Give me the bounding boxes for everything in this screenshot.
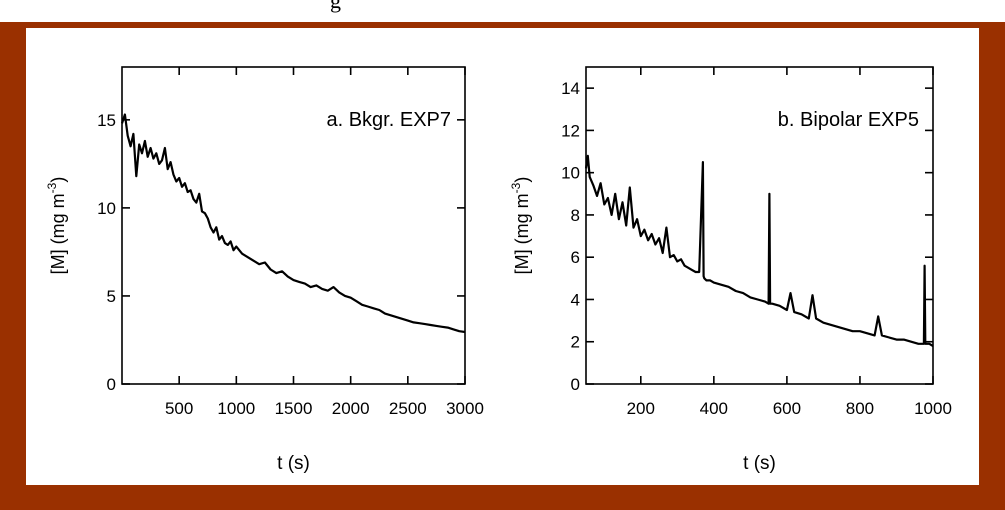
x-tick-label: 500: [165, 399, 193, 418]
plot-frame: [585, 66, 934, 385]
y-tick-label: 12: [561, 121, 580, 140]
chart-title: b. Bipolar EXP5: [778, 109, 919, 131]
chart-2: 200 400 600 800 1000 0 2 4 6 8 10 12 14 b. Bipolar EX…: [509, 66, 952, 474]
x-tick-label: 200: [627, 399, 655, 418]
y-tick-label: 5: [107, 287, 116, 306]
top-strip: g: [0, 0, 1005, 22]
y-tick-label: 2: [571, 333, 580, 352]
chart-panel: 500 1000 1500 2000 2500 3000 0 5 10 15 a. Bkgr. EX…: [26, 28, 979, 485]
y-tick-label: 0: [571, 375, 580, 394]
top-title-fragment: g: [330, 0, 341, 13]
y-axis-label: [M] (mg m-3): [45, 177, 68, 275]
chart-title: a. Bkgr. EXP7: [326, 109, 451, 131]
y-axis-label: [M] (mg m-3): [509, 177, 532, 275]
y-tick-label: 10: [97, 199, 116, 218]
x-tick-label: 600: [773, 399, 801, 418]
chart-1: 500 1000 1500 2000 2500 3000 0 5 10 15 a. Bkgr. EX…: [45, 66, 484, 474]
x-tick-label: 800: [846, 399, 874, 418]
series-line: [584, 154, 934, 347]
x-axis-label: t (s): [743, 453, 776, 474]
series-line: [120, 113, 466, 334]
x-axis-label: t (s): [277, 453, 310, 474]
x-tick-label: 3000: [446, 399, 484, 418]
y-tick-label: 0: [107, 375, 116, 394]
x-tick-label: 1500: [275, 399, 313, 418]
y-tick-label: 10: [561, 164, 580, 183]
y-tick-label: 15: [97, 111, 116, 130]
y-tick-label: 6: [571, 248, 580, 267]
x-tick-label: 1000: [217, 399, 255, 418]
x-tick-label: 2500: [389, 399, 427, 418]
x-tick-label: 1000: [914, 399, 952, 418]
outer-frame: 500 1000 1500 2000 2500 3000 0 5 10 15 a. Bkgr. EX…: [0, 22, 1005, 510]
x-tick-label: 400: [700, 399, 728, 418]
y-tick-label: 14: [561, 79, 580, 98]
x-tick-label: 2000: [332, 399, 370, 418]
y-tick-label: 4: [571, 290, 580, 309]
y-tick-label: 8: [571, 206, 580, 225]
